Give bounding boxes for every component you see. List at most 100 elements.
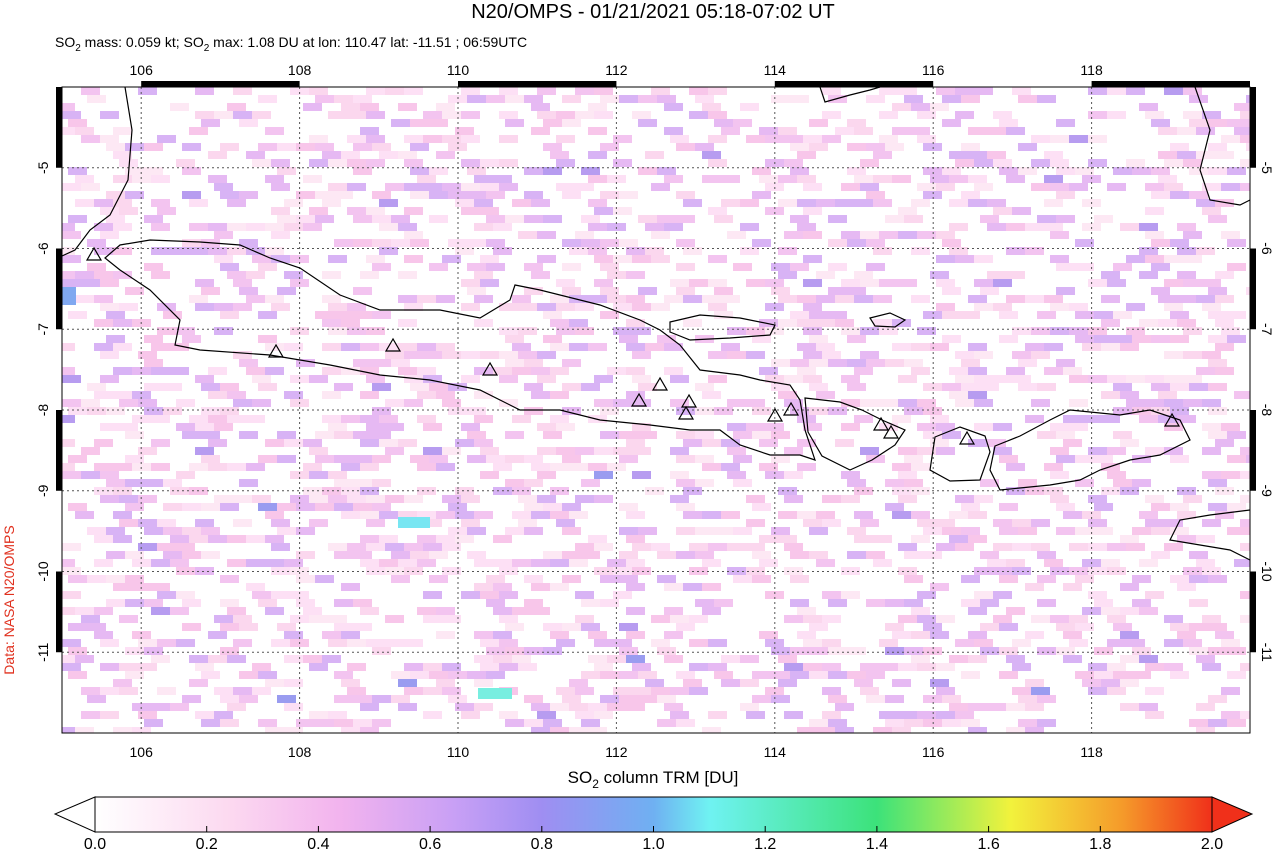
so2-cell <box>132 391 151 399</box>
so2-cell <box>208 439 227 447</box>
so2-cell <box>284 343 303 351</box>
so2-cell <box>1240 663 1250 671</box>
so2-cell <box>917 447 936 455</box>
so2-cell <box>106 335 125 343</box>
so2-cell <box>575 303 594 311</box>
so2-cell <box>828 311 847 319</box>
so2-cell <box>1234 559 1250 567</box>
so2-cell <box>1075 575 1094 583</box>
so2-cell <box>461 207 480 215</box>
so2-cell <box>1107 471 1126 479</box>
so2-cell <box>493 607 512 615</box>
so2-cell <box>423 183 442 191</box>
so2-cell <box>841 471 860 479</box>
so2-cell <box>708 87 727 95</box>
so2-cell <box>917 231 936 239</box>
so2-cell <box>860 447 879 455</box>
so2-cell <box>885 719 904 727</box>
so2-cell <box>1012 375 1031 383</box>
so2-cell <box>1177 247 1196 255</box>
so2-cell <box>208 223 227 231</box>
so2-cell <box>1126 375 1145 383</box>
so2-cell <box>1177 271 1196 279</box>
so2-cell <box>968 511 987 519</box>
so2-cell <box>733 455 752 463</box>
so2-cell <box>955 375 974 383</box>
so2-cell <box>524 695 543 703</box>
so2-cell <box>955 711 974 719</box>
so2-cell <box>999 623 1018 631</box>
so2-cell <box>113 223 132 231</box>
so2-cell <box>360 391 379 399</box>
so2-cell <box>1018 95 1037 103</box>
so2-cell <box>873 151 892 159</box>
so2-cell <box>594 639 613 647</box>
so2-cell <box>803 327 822 335</box>
so2-cell <box>62 271 75 279</box>
so2-cell <box>163 383 182 391</box>
so2-cell <box>885 359 904 367</box>
so2-cell <box>404 375 423 383</box>
so2-cell <box>1006 295 1025 303</box>
so2-cell <box>341 487 360 495</box>
volcano <box>267 343 285 358</box>
so2-cell <box>676 407 695 415</box>
so2-cell <box>1221 327 1240 335</box>
so2-cell <box>220 623 239 631</box>
so2-cell <box>290 591 309 599</box>
so2-cell <box>144 359 163 367</box>
so2-cell <box>309 87 328 95</box>
so2-cell <box>847 479 866 487</box>
colorbar-over <box>1211 796 1254 833</box>
so2-cell <box>1170 671 1189 679</box>
so2-cell <box>94 631 113 639</box>
so2-cell <box>1025 727 1044 733</box>
so2-cell <box>683 583 702 591</box>
so2-cell <box>423 615 442 623</box>
so2-cell <box>106 143 125 151</box>
so2-cell <box>322 151 341 159</box>
so2-cell <box>613 207 632 215</box>
so2-cell <box>518 495 537 503</box>
so2-cell <box>1240 543 1250 551</box>
so2-cell <box>733 263 752 271</box>
so2-cell <box>493 583 512 591</box>
so2-cell <box>575 183 594 191</box>
so2-cell <box>828 647 847 655</box>
so2-cell <box>189 463 208 471</box>
so2-cell <box>695 551 714 559</box>
so2-cell <box>1208 503 1227 511</box>
so2-cell <box>657 551 676 559</box>
so2-cell <box>505 335 524 343</box>
so2-cell <box>676 671 695 679</box>
so2-cell <box>1094 215 1113 223</box>
so2-cell <box>132 631 151 639</box>
so2-cell <box>556 519 575 527</box>
so2-cell <box>366 543 385 551</box>
so2-cell <box>423 351 442 359</box>
so2-cell <box>594 399 613 407</box>
so2-cell <box>759 367 778 375</box>
so2-cell <box>1050 495 1069 503</box>
so2-cell <box>581 719 600 727</box>
so2-cell <box>550 391 569 399</box>
so2-cell <box>455 247 474 255</box>
so2-cell <box>873 247 892 255</box>
so2-cell <box>993 375 1012 383</box>
so2-cell <box>303 463 322 471</box>
so2-cell <box>391 359 410 367</box>
so2-cell <box>1240 711 1250 719</box>
so2-cell <box>626 511 645 519</box>
so2-cell <box>702 607 721 615</box>
so2-cell <box>442 135 461 143</box>
so2-cell <box>562 407 581 415</box>
so2-cell <box>125 671 144 679</box>
so2-cell <box>1139 703 1158 711</box>
so2-cell <box>1164 423 1183 431</box>
so2-cell <box>1246 287 1250 295</box>
so2-cell <box>284 391 303 399</box>
so2-cell <box>87 695 106 703</box>
so2-cell <box>923 527 942 535</box>
so2-cell <box>803 375 822 383</box>
so2-cell <box>461 495 480 503</box>
